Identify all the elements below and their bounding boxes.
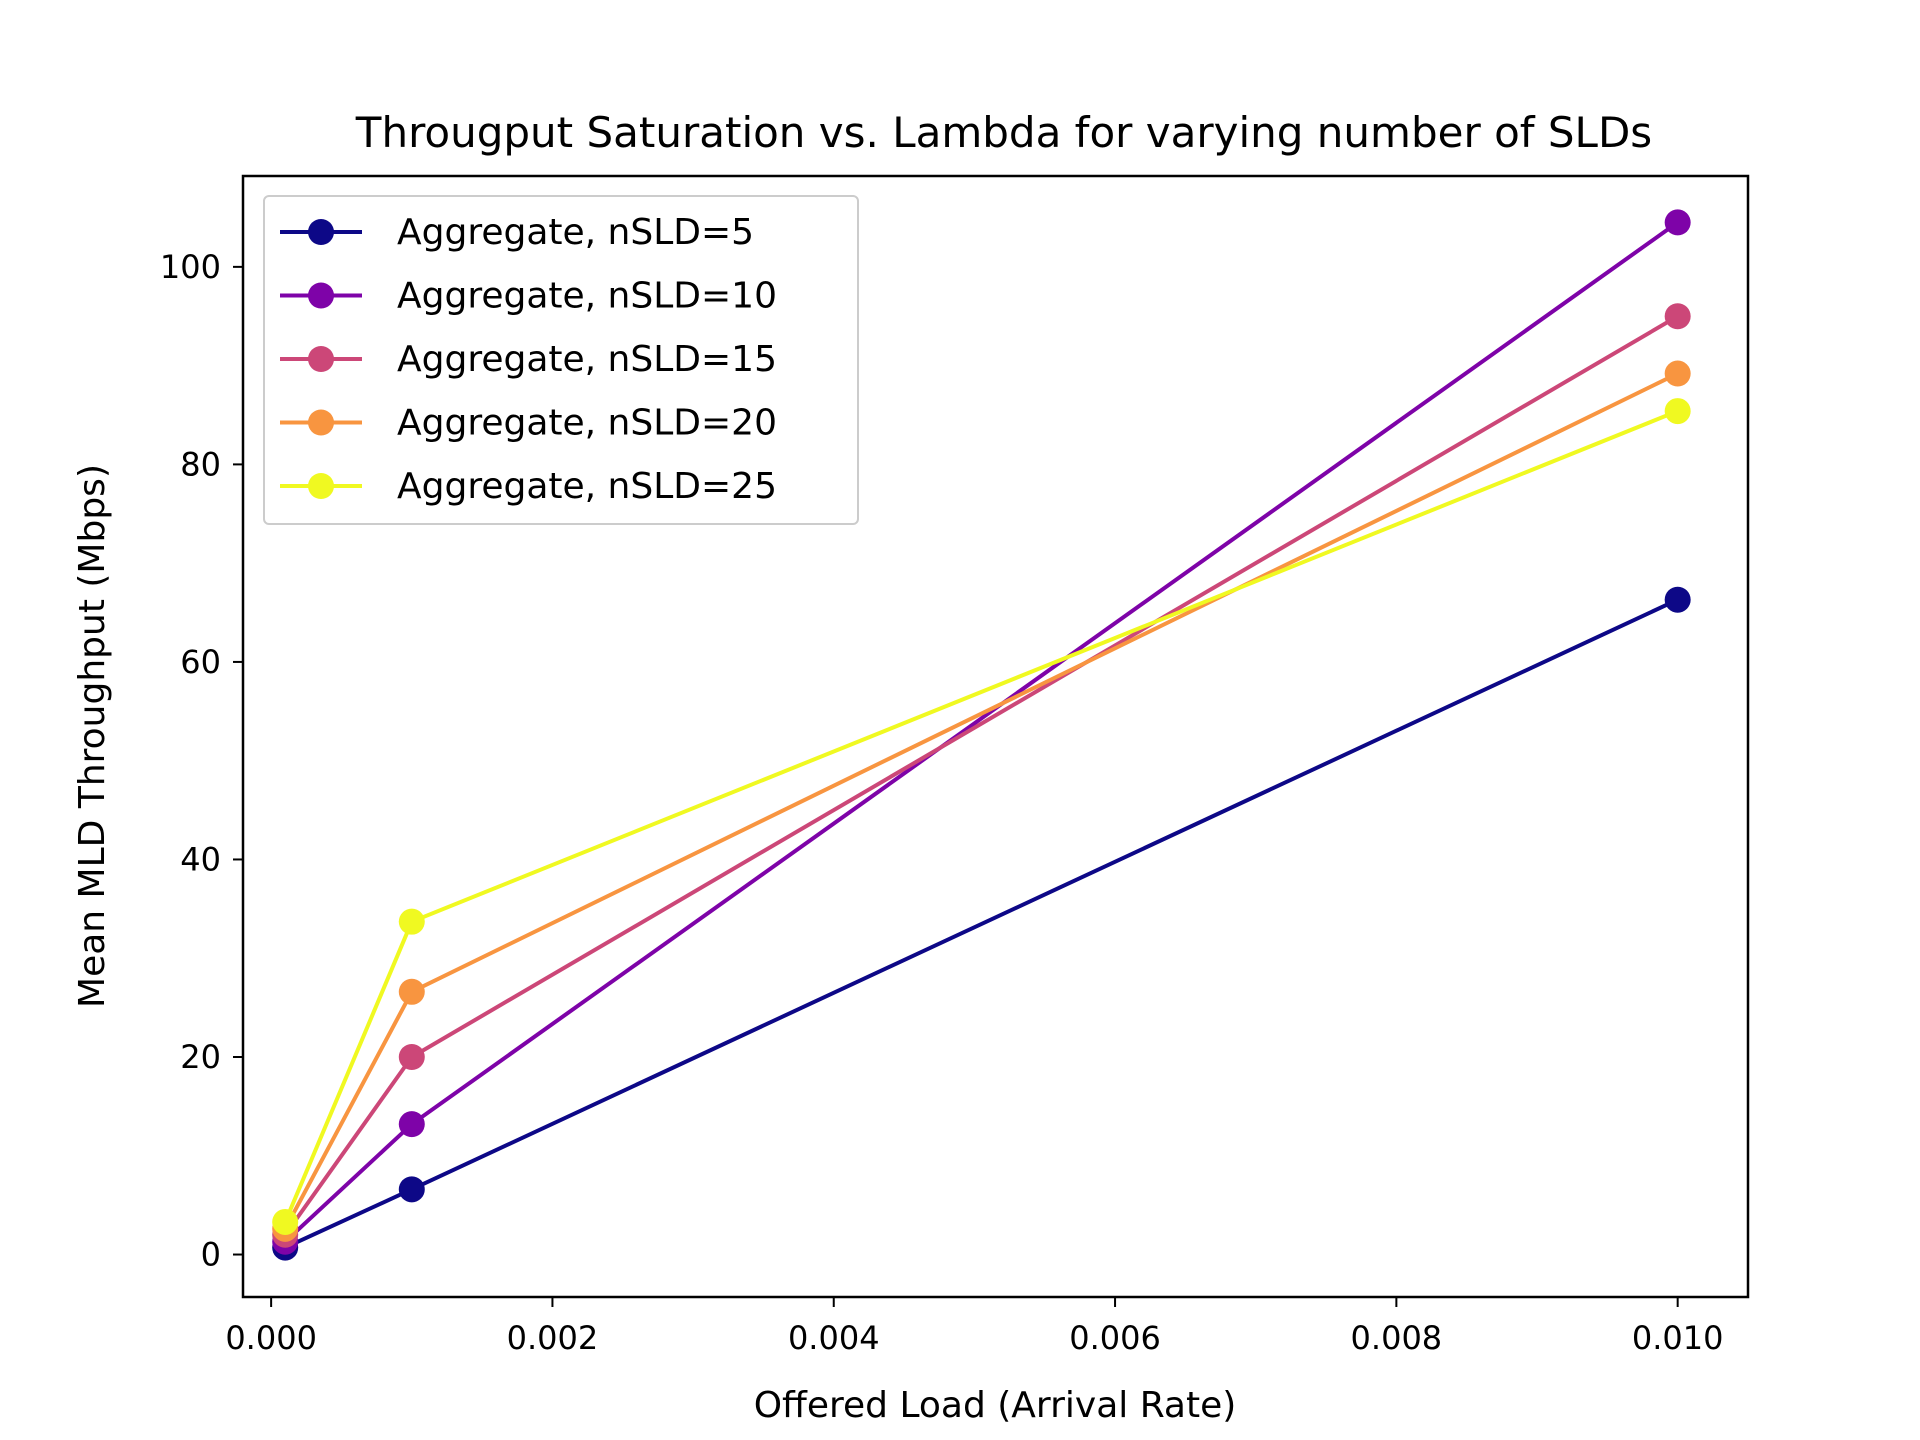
- y-tick-label: 40: [180, 840, 221, 878]
- data-point: [398, 978, 425, 1005]
- legend-label: Aggregate, nSLD=5: [397, 212, 754, 253]
- series-line-1: [284, 597, 1679, 1250]
- x-axis: 0.000 0.002 0.004 0.006 0.008 0.010: [225, 1297, 1723, 1357]
- data-point: [398, 1176, 425, 1203]
- data-point: [398, 1043, 425, 1070]
- legend-label: Aggregate, nSLD=15: [397, 339, 777, 380]
- y-axis-label: Mean MLD Throughput (Mbps): [72, 464, 113, 1008]
- data-point: [398, 908, 425, 935]
- x-tick-label: 0.000: [225, 1319, 317, 1357]
- y-tick-label: 60: [180, 643, 221, 681]
- chart-title: Througput Saturation vs. Lambda for vary…: [355, 108, 1652, 157]
- data-point: [272, 1208, 299, 1235]
- series-line-5: [283, 409, 1679, 1223]
- y-tick-label: 80: [180, 445, 221, 483]
- legend-marker: [308, 409, 334, 436]
- legend-label: Aggregate, nSLD=10: [397, 276, 777, 317]
- plot-area: [272, 209, 1691, 1261]
- legend: Aggregate, nSLD=5 Aggregate, nSLD=10 Aggre…: [263, 195, 859, 525]
- x-tick-label: 0.002: [507, 1319, 599, 1357]
- y-tick-label: 0: [201, 1236, 221, 1274]
- legend-marker: [308, 346, 334, 372]
- legend-marker: [308, 473, 334, 499]
- legend-marker: [308, 219, 334, 245]
- data-point: [1664, 209, 1691, 236]
- legend-box: [263, 195, 859, 525]
- data-point: [1664, 586, 1691, 613]
- x-tick-label: 0.006: [1069, 1319, 1161, 1357]
- x-tick-label: 0.008: [1351, 1319, 1443, 1357]
- data-point: [398, 1111, 425, 1138]
- legend-marker: [308, 282, 334, 309]
- x-axis-label: Offered Load (Arrival Rate): [754, 1385, 1237, 1426]
- x-tick-label: 0.004: [788, 1319, 880, 1357]
- x-tick-label: 0.010: [1632, 1319, 1724, 1357]
- data-point: [1664, 303, 1691, 330]
- data-point: [1664, 398, 1691, 425]
- axes-frame: [241, 174, 1750, 1299]
- y-axis: 0 20 40 60 80 100: [160, 248, 243, 1274]
- y-tick-label: 100: [160, 248, 221, 286]
- legend-label: Aggregate, nSLD=20: [397, 403, 777, 444]
- legend-label: Aggregate, nSLD=25: [397, 466, 777, 507]
- data-point: [1664, 360, 1691, 387]
- y-tick-label: 20: [180, 1038, 221, 1076]
